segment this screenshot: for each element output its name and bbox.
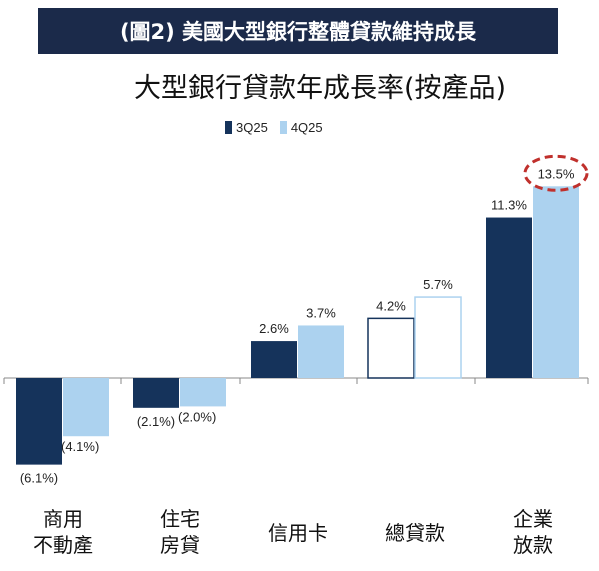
bar-3q25-2 [251,341,297,378]
category-label-1: 住宅房貸 [160,507,200,557]
legend-swatch-4q25 [279,121,287,134]
bar-4q25-3 [414,296,462,379]
category-label-4: 企業放款 [513,507,553,557]
data-label-3q25-2: 2.6% [259,321,289,336]
legend-item-3q25: 3Q25 [225,120,268,135]
data-label-4q25-4: 13.5% [538,166,575,181]
banner-title: (圖2) 美國大型銀行整體貸款維持成長 [38,8,558,54]
legend-label-4q25: 4Q25 [290,120,323,135]
data-label-3q25-3: 4.2% [376,298,406,313]
bar-3q25-3 [367,317,415,379]
category-label-2: 信用卡 [268,521,328,545]
data-label-3q25-0: (6.1%) [20,471,58,486]
legend-swatch-3q25 [225,121,232,134]
data-label-3q25-1: (2.1%) [137,414,175,429]
legend-label-3q25: 3Q25 [236,120,268,135]
category-label-3: 總貸款 [385,521,445,545]
legend-item-4q25: 4Q25 [279,120,323,135]
bar-3q25-0 [16,378,62,465]
data-label-4q25-0: (4.1%) [61,439,99,454]
bar-4q25-2 [298,325,344,378]
data-label-4q25-2: 3.7% [306,305,336,320]
bar-4q25-4 [533,186,579,378]
bar-3q25-4 [486,217,532,378]
chart-legend: 3Q25 4Q25 [225,120,335,135]
bar-4q25-1 [180,378,226,407]
data-label-4q25-1: (2.0%) [178,409,216,424]
data-label-4q25-3: 5.7% [423,277,453,292]
data-label-3q25-4: 11.3% [491,198,527,213]
category-label-0: 商用不動產 [33,507,93,557]
bar-4q25-0 [63,378,109,437]
bar-3q25-1 [133,378,179,408]
highlight-circle [523,154,589,192]
chart-title: 大型銀行貸款年成長率(按產品) [133,73,507,104]
